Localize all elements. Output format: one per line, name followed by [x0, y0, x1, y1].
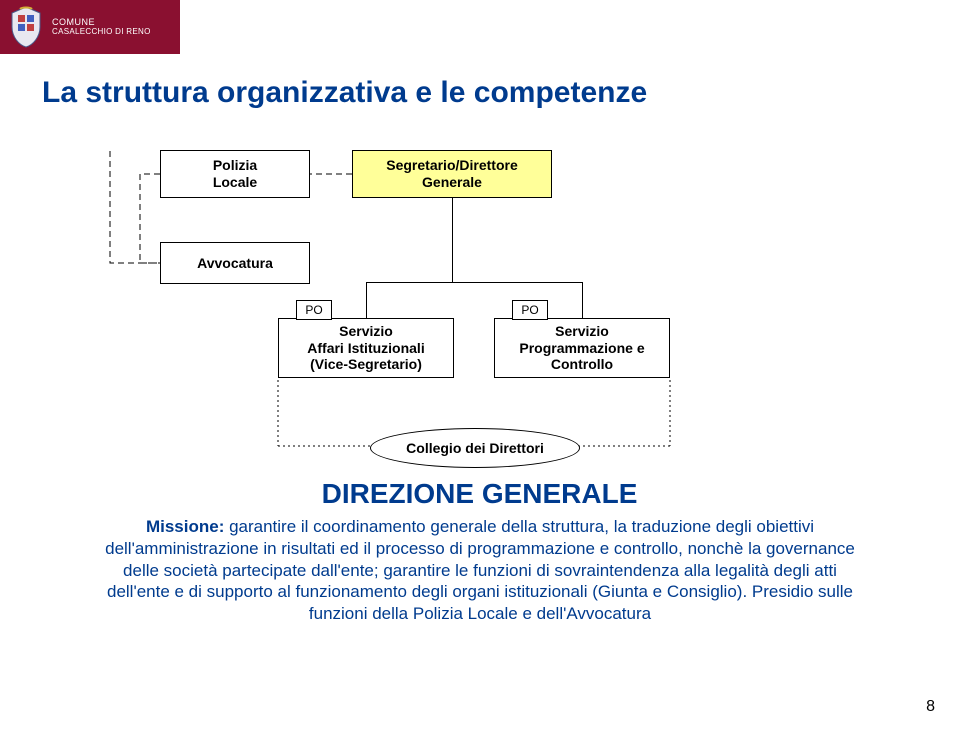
box-label: Servizio: [555, 323, 609, 340]
box-polizia-locale: Polizia Locale: [160, 150, 310, 198]
mission-paragraph: Missione: garantire il coordinamento gen…: [90, 516, 870, 625]
collegio-direttori-ellipse: Collegio dei Direttori: [370, 428, 580, 468]
org-chart: Polizia Locale Segretario/Direttore Gene…: [0, 150, 959, 480]
po-tab-affari: PO: [296, 300, 332, 320]
box-label: Generale: [422, 174, 482, 191]
page-title: La struttura organizzativa e le competen…: [42, 76, 647, 110]
shield-icon: [6, 5, 46, 49]
org-banner: COMUNE CASALECCHIO DI RENO: [0, 0, 180, 54]
section-heading: DIREZIONE GENERALE: [0, 478, 959, 510]
box-affari-istituzionali: Servizio Affari Istituzionali (Vice-Segr…: [278, 318, 454, 378]
box-label: Servizio: [339, 323, 393, 340]
box-label: Programmazione e: [519, 340, 644, 357]
ellipse-label: Collegio dei Direttori: [406, 440, 544, 456]
box-label: Controllo: [551, 356, 613, 373]
box-label: Segretario/Direttore: [386, 157, 517, 174]
box-segretario-direttore: Segretario/Direttore Generale: [352, 150, 552, 198]
box-label: Locale: [213, 174, 257, 191]
box-avvocatura: Avvocatura: [160, 242, 310, 284]
box-label: Polizia: [213, 157, 257, 174]
box-programmazione-controllo: Servizio Programmazione e Controllo: [494, 318, 670, 378]
banner-text: COMUNE CASALECCHIO DI RENO: [52, 18, 151, 36]
box-label: Avvocatura: [197, 255, 273, 272]
box-label: Affari Istituzionali: [307, 340, 424, 357]
slide-page: COMUNE CASALECCHIO DI RENO La struttura …: [0, 0, 959, 744]
mission-lead: Missione:: [146, 517, 224, 536]
box-label: (Vice-Segretario): [310, 356, 422, 373]
page-number: 8: [926, 698, 935, 716]
po-tab-prog: PO: [512, 300, 548, 320]
banner-line2: CASALECCHIO DI RENO: [52, 28, 151, 36]
